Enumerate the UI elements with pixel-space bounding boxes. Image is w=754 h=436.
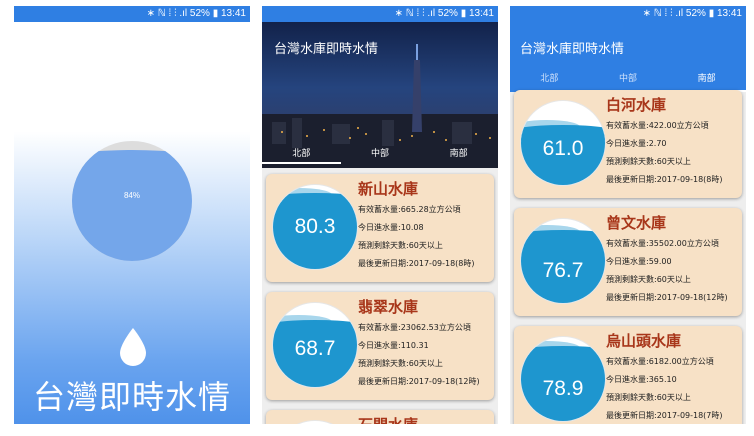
reservoir-card[interactable]: 76.7 曾文水庫 有效蓄水量:35502.00立方公頃 今日進水量:59.00… [514, 208, 742, 316]
last-updated: 最後更新日期:2017-09-18(12時) [606, 293, 728, 302]
water-level-meter: 80.3 [272, 184, 358, 270]
reservoir-name: 曾文水庫 [606, 214, 667, 232]
last-updated: 最後更新日期:2017-09-18(7時) [606, 411, 723, 420]
meter-fill [273, 202, 357, 269]
today-inflow: 今日進水量:2.70 [606, 139, 667, 148]
reservoir-name: 翡翠水庫 [358, 298, 419, 316]
reservoir-percent: 61.0 [542, 137, 584, 160]
forecast-days: 預測剩餘天數:60天以上 [358, 359, 443, 368]
tab-south[interactable]: 南部 [667, 66, 746, 92]
tab-central[interactable]: 中部 [619, 73, 638, 83]
reservoir-card[interactable]: 61.0 白河水庫 有效蓄水量:422.00立方公頃 今日進水量:2.70 預測… [514, 90, 742, 198]
status-bar: ∗ ℕ ⁞ ⫶ .ıl 52% ▮ 13:41 [14, 6, 250, 22]
app-title: 台灣水庫即時水情 [274, 41, 379, 56]
water-level-meter: 78.9 [520, 336, 606, 422]
region-tabs: 北部 中部 南部 [510, 66, 746, 92]
reservoir-name: 白河水庫 [606, 96, 667, 114]
reservoir-name: 新山水庫 [358, 180, 419, 198]
gauge-fill [72, 160, 192, 261]
effective-storage: 有效蓄水量:6182.00立方公頃 [606, 357, 714, 366]
water-level-meter: 68.7 [272, 302, 358, 388]
splash-screen: ∗ ℕ ⁞ ⫶ .ıl 52% ▮ 13:41 84% 台灣即時水情 [14, 6, 250, 424]
tab-central[interactable]: 中部 [371, 148, 390, 158]
today-inflow: 今日進水量:59.00 [606, 257, 672, 266]
gauge-wave [72, 150, 192, 170]
water-level-gauge: 84% [72, 141, 192, 261]
forecast-days: 預測剩餘天數:60天以上 [606, 157, 691, 166]
reservoir-card[interactable]: 78.9 烏山頭水庫 有效蓄水量:6182.00立方公頃 今日進水量:365.1… [514, 326, 742, 424]
today-inflow: 今日進水量:365.10 [606, 375, 677, 384]
reservoir-card[interactable]: 80.3 新山水庫 有效蓄水量:665.28立方公頃 今日進水量:10.08 預… [266, 174, 494, 282]
effective-storage: 有效蓄水量:422.00立方公頃 [606, 121, 709, 130]
meter-fill [273, 329, 357, 387]
city-skyline-image [262, 44, 498, 168]
last-updated: 最後更新日期:2017-09-18(8時) [606, 175, 723, 184]
water-drop-icon [120, 328, 146, 366]
status-bar: ∗ ℕ ⁞ ⫶ .ıl 52% ▮ 13:41 [262, 6, 498, 22]
forecast-days: 預測剩餘天數:60天以上 [606, 275, 691, 284]
splash-title: 台灣即時水情 [32, 378, 231, 416]
forecast-days: 預測剩餘天數:60天以上 [606, 393, 691, 402]
region-tabs: 北部 中部 南部 [262, 142, 498, 164]
tab-south[interactable]: 南部 [449, 148, 468, 158]
south-screen: ∗ ℕ ⁞ ⫶ .ıl 52% ▮ 13:41 台灣水庫即時水情 北部 中部 南… [510, 6, 746, 424]
effective-storage: 有效蓄水量:665.28立方公頃 [358, 205, 461, 214]
meter-fill [521, 134, 605, 185]
tab-north[interactable]: 北部 [262, 142, 341, 164]
last-updated: 最後更新日期:2017-09-18(12時) [358, 377, 480, 386]
effective-storage: 有效蓄水量:35502.00立方公頃 [606, 239, 719, 248]
reservoir-percent: 78.9 [542, 377, 584, 400]
reservoir-percent: 80.3 [294, 215, 336, 238]
gauge-percent-label: 84% [123, 191, 140, 200]
forecast-days: 預測剩餘天數:60天以上 [358, 241, 443, 250]
meter-fill [521, 239, 605, 303]
north-screen: ∗ ℕ ⁞ ⫶ .ıl 52% ▮ 13:41 台灣水庫即時水情 北部 中部 南… [262, 6, 498, 424]
water-level-meter [272, 420, 358, 424]
last-updated: 最後更新日期:2017-09-18(8時) [358, 259, 475, 268]
today-inflow: 今日進水量:110.31 [358, 341, 429, 350]
water-level-meter: 76.7 [520, 218, 606, 304]
reservoir-percent: 68.7 [294, 337, 336, 360]
taipei-skyline-header: 台灣水庫即時水情 北部 中部 南部 [262, 22, 498, 168]
status-bar: ∗ ℕ ⁞ ⫶ .ıl 52% ▮ 13:41 [510, 6, 746, 22]
reservoir-percent: 76.7 [542, 259, 584, 282]
water-level-meter: 61.0 [520, 100, 606, 186]
reservoir-card[interactable]: 石門水庫 [266, 410, 494, 424]
app-title: 台灣水庫即時水情 [520, 41, 625, 56]
meter-fill [521, 355, 605, 421]
tab-north[interactable]: 北部 [540, 73, 559, 83]
reservoir-card[interactable]: 68.7 翡翠水庫 有效蓄水量:23062.53立方公頃 今日進水量:110.3… [266, 292, 494, 400]
effective-storage: 有效蓄水量:23062.53立方公頃 [358, 323, 471, 332]
today-inflow: 今日進水量:10.08 [358, 223, 424, 232]
reservoir-name: 烏山頭水庫 [606, 332, 682, 350]
reservoir-name: 石門水庫 [358, 414, 418, 424]
app-header: 台灣水庫即時水情 北部 中部 南部 [510, 22, 746, 92]
